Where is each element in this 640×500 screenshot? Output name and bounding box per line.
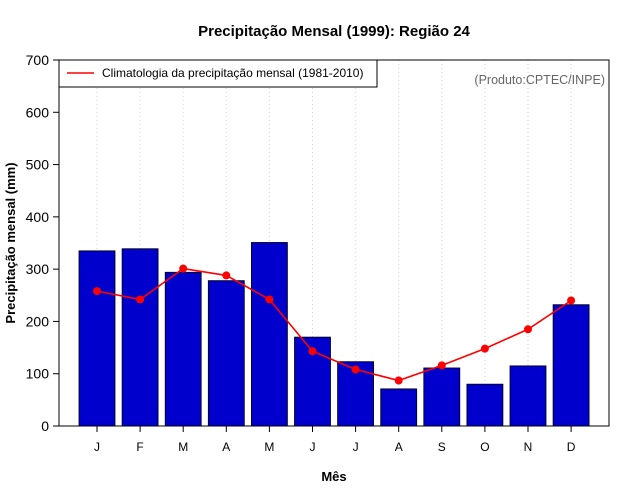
climatology-point-9 (437, 361, 446, 370)
product-credit: (Produto:CPTEC/INPE) (474, 73, 605, 87)
y-axis-title: Precipitação mensal (mm) (3, 162, 18, 323)
climatology-point-8 (394, 376, 403, 385)
legend-entry-label: Climatologia da precipitação mensal (198… (102, 66, 363, 80)
x-tick-label: A (222, 440, 230, 454)
bar-10 (466, 383, 504, 427)
bar-9 (423, 367, 461, 427)
climatology-point-6 (308, 347, 317, 356)
bar-2 (121, 248, 159, 427)
x-tick-label: O (480, 440, 489, 454)
legend-box (58, 59, 378, 88)
bar-5 (250, 242, 288, 427)
bar-12 (552, 304, 590, 427)
x-tick-label: S (438, 440, 446, 454)
climatology-point-1 (93, 287, 101, 296)
bar-3 (164, 271, 202, 427)
chart-title: Precipitação Mensal (1999): Região 24 (198, 23, 470, 40)
y-tick-label: 600 (26, 104, 50, 120)
y-tick-label: 500 (26, 157, 50, 173)
climatology-point-5 (265, 295, 274, 304)
x-axis-title: Mês (321, 469, 346, 484)
x-tick-label: J (353, 440, 359, 454)
y-tick-label: 100 (26, 366, 50, 382)
climatology-point-4 (222, 271, 231, 280)
bar-1 (78, 250, 116, 427)
y-tick-label: 700 (26, 52, 50, 68)
y-tick-label: 0 (41, 418, 49, 434)
climatology-point-11 (524, 325, 532, 334)
y-tick-label: 300 (26, 261, 50, 277)
x-tick-label: J (310, 440, 316, 454)
climatology-point-7 (351, 365, 360, 374)
x-tick-label: M (264, 440, 274, 454)
x-tick-label: J (94, 440, 100, 454)
bar-4 (207, 280, 245, 427)
climatology-line-series (93, 264, 576, 385)
climatology-point-3 (179, 264, 188, 273)
bar-8 (380, 388, 418, 427)
x-tick-label: D (567, 440, 576, 454)
bar-11 (509, 365, 547, 427)
x-tick-label: A (395, 440, 403, 454)
climatology-point-12 (567, 296, 576, 305)
y-axis: 0 100 200 300 400 500 600 700 (26, 52, 59, 434)
x-tick-label: M (178, 440, 188, 454)
bar-series (78, 242, 590, 427)
y-tick-label: 400 (26, 209, 50, 225)
x-tick-label: N (524, 440, 533, 454)
climatology-line (96, 267, 572, 382)
y-tick-label: 200 (26, 313, 50, 329)
climatology-point-10 (480, 344, 489, 353)
climatology-point-2 (136, 295, 145, 304)
legend: Climatologia da precipitação mensal (198… (58, 59, 378, 88)
x-tick-label: F (136, 440, 143, 454)
